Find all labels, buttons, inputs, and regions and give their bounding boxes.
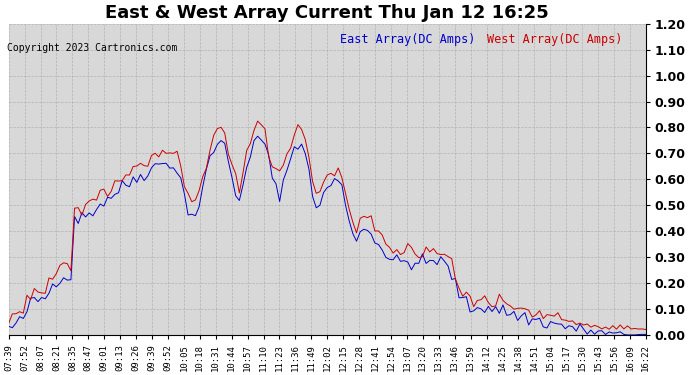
Text: East Array(DC Amps): East Array(DC Amps) bbox=[340, 33, 475, 46]
Title: East & West Array Current Thu Jan 12 16:25: East & West Array Current Thu Jan 12 16:… bbox=[106, 4, 549, 22]
Text: West Array(DC Amps): West Array(DC Amps) bbox=[486, 33, 622, 46]
Text: Copyright 2023 Cartronics.com: Copyright 2023 Cartronics.com bbox=[7, 43, 177, 52]
